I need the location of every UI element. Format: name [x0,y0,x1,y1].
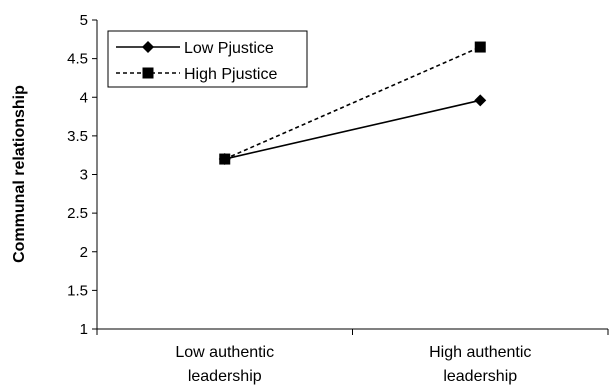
legend-item-high-pjustice: High Pjustice [116,66,277,83]
y-tick-label: 2 [80,244,88,261]
series-group [218,41,487,166]
legend-label-high-pjustice: High Pjustice [184,66,277,83]
legend-marker-low-pjustice [142,41,154,53]
legend-box [107,30,308,88]
legend-marker-high-pjustice [142,67,154,79]
legend-label-low-pjustice: Low Pjustice [184,40,274,57]
legend: Low Pjustice High Pjustice [107,30,308,88]
y-axis-title: Communal relationship [11,85,28,263]
series-low-pjustice [218,94,487,166]
y-tick-label: 2.5 [67,205,88,222]
y-tick-label: 1 [80,321,88,338]
y-tick-label: 1.5 [67,282,88,299]
y-tick-label: 3 [80,167,88,184]
series-line-high-pjustice [224,46,481,160]
x-category-label: Low authentic leadership [175,344,274,385]
y-tick-label: 3.5 [67,128,88,145]
data-point-low-pjustice [218,153,231,166]
data-point-low-pjustice [474,94,487,107]
x-category-label: High authentic leadership [429,344,531,385]
y-tick-label: 4 [80,89,88,106]
y-tick-label: 4.5 [67,51,88,68]
data-point-high-pjustice [474,41,486,53]
y-ticks: 1 1.5 2 2.5 3 3.5 4 4.5 5 [67,12,97,338]
legend-item-low-pjustice: Low Pjustice [116,40,274,57]
x-ticks: Low authentic leadership High authentic lea… [96,329,609,385]
series-line-low-pjustice [224,99,481,160]
y-tick-label: 5 [80,12,88,29]
